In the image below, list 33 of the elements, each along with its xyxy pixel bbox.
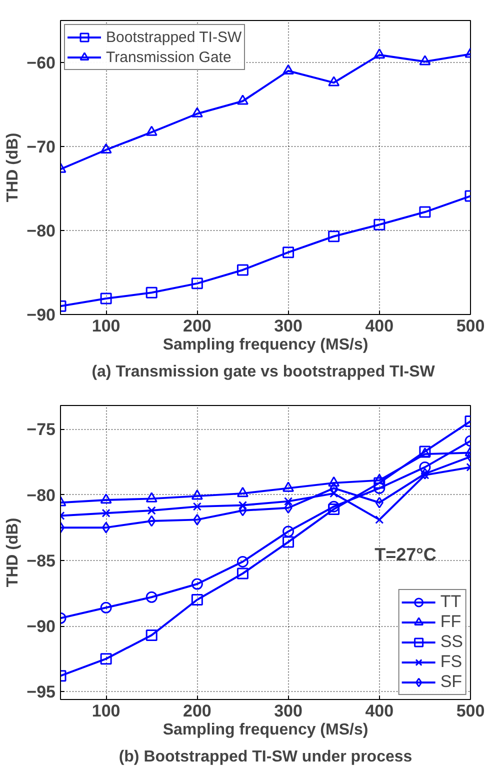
legend-label: SS [440,632,463,652]
y-tick-label: −95 [26,682,56,702]
annotation: T=27°C [374,544,436,564]
x-tick-label: 100 [92,316,120,336]
legend-label: Transmission Gate [106,48,232,66]
x-tick-label: 500 [456,316,485,336]
y-tick-label: −80 [26,486,56,505]
y-axis-title: THD (dB) [4,518,22,588]
x-tick-label: 200 [182,316,212,336]
x-tick-label: 500 [456,702,485,720]
x-tick-label: 300 [274,316,302,336]
x-tick-label: 400 [365,702,394,720]
y-tick-label: −80 [26,222,56,240]
legend-label: SF [440,672,462,692]
x-axis-title: Sampling frequency (MS/s) [162,722,368,738]
legend-label: FS [440,652,462,672]
y-tick-label: −70 [26,138,56,156]
legend-label: FF [440,612,462,632]
legend-label: Bootstrapped TI-SW [106,28,242,46]
text: (a) Transmission gate vs bootstrapped TI-SW [92,364,436,380]
text: (b) Bootstrapped TI-SW under process [118,748,412,766]
y-tick-label: −90 [26,617,56,636]
x-tick-label: 200 [182,702,212,720]
x-axis-title: Sampling frequency (MS/s) [162,336,368,354]
legend-label: TT [440,592,462,612]
y-tick-label: −60 [26,54,56,72]
x-tick-label: 100 [92,702,120,720]
y-tick-label: −90 [26,306,56,324]
y-tick-label: −75 [26,420,56,440]
x-tick-label: 300 [274,702,302,720]
y-axis-title: THD (dB) [4,132,22,202]
x-tick-label: 400 [365,316,394,336]
y-tick-label: −85 [26,551,56,570]
